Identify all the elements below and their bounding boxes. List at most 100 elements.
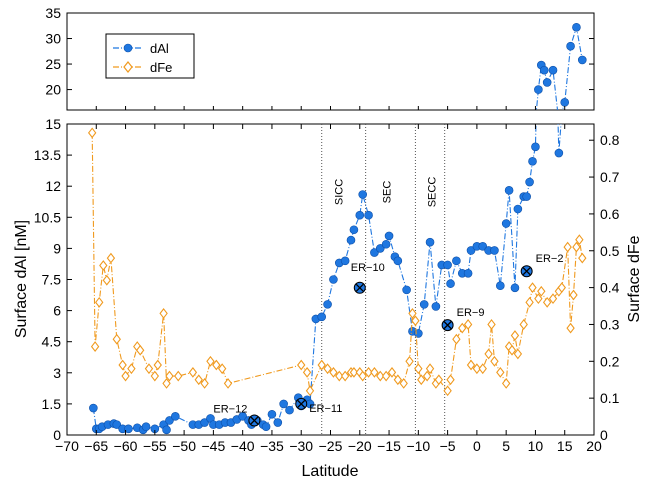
- left-y-tick-label: 4.5: [42, 334, 62, 350]
- right-y-tick-label: 0.4: [600, 280, 620, 296]
- dal-point: [375, 244, 385, 253]
- x-tick-label: 15: [557, 438, 573, 454]
- dal-point-upper: [542, 78, 552, 87]
- dal-point: [355, 210, 365, 220]
- left-y-tick-label: 9: [53, 240, 61, 256]
- x-tick-label: −40: [231, 438, 255, 454]
- left-y-tick-label: 1.5: [42, 396, 62, 412]
- x-tick-label: −25: [319, 438, 343, 454]
- dal-point: [349, 225, 359, 235]
- right-y-axis-title: Surface dFe: [626, 235, 643, 322]
- station-x-mark: [443, 321, 452, 330]
- dfe-point: [370, 366, 379, 378]
- x-tick-label: −35: [260, 438, 284, 454]
- dfe-point: [422, 370, 432, 382]
- dal-point: [346, 235, 356, 245]
- dfe-point: [99, 260, 108, 271]
- dal-point-upper: [548, 65, 558, 75]
- dfe-point: [329, 366, 338, 378]
- dal-point: [200, 418, 209, 427]
- dal-point: [525, 177, 534, 187]
- station-x-mark: [355, 283, 364, 292]
- dal-point: [267, 409, 277, 419]
- dfe-point: [548, 293, 558, 305]
- dal-point: [285, 405, 294, 415]
- dfe-point: [519, 319, 528, 330]
- left-y-tick-label: 7.5: [42, 272, 62, 288]
- dal-point: [124, 424, 133, 434]
- dal-point-upper: [534, 85, 543, 94]
- station-label: ER−2: [536, 253, 564, 265]
- dal-point: [496, 281, 505, 291]
- dfe-point: [507, 344, 517, 356]
- dal-point: [141, 422, 151, 432]
- dal-point: [370, 248, 379, 257]
- dal-point-upper: [560, 98, 570, 107]
- right-y-tick-label: 0.5: [600, 243, 620, 259]
- dfe-point: [487, 319, 496, 330]
- front-label: SEC: [382, 181, 394, 204]
- dfe-point: [335, 370, 344, 382]
- dal-point: [431, 302, 441, 311]
- x-tick-label: 5: [502, 438, 510, 454]
- dfe-point: [317, 359, 326, 371]
- right-y-tick-label: 0.7: [600, 169, 620, 185]
- x-tick-label: −30: [289, 438, 313, 454]
- dal-point: [463, 268, 473, 278]
- dal-point: [446, 279, 455, 288]
- dfe-point: [414, 363, 423, 375]
- dfe-point: [162, 378, 171, 389]
- dfe-point: [566, 322, 575, 334]
- left-y-tick-label: 12: [45, 178, 61, 194]
- dal-point: [522, 192, 531, 201]
- x-tick-label: −10: [406, 438, 430, 454]
- dal-point: [317, 312, 327, 322]
- station-label: ER−9: [457, 307, 485, 319]
- x-tick-label: −65: [84, 438, 108, 454]
- dfe-point: [525, 296, 534, 308]
- dfe-point: [381, 370, 391, 382]
- station-label: ER−10: [351, 262, 385, 274]
- dfe-point: [472, 363, 482, 375]
- dal-point: [358, 190, 368, 199]
- right-y-tick-label: 0.3: [600, 316, 620, 332]
- x-tick-label: −55: [143, 438, 167, 454]
- dal-point: [425, 237, 435, 247]
- dal-point: [384, 231, 394, 241]
- dal-point: [393, 256, 403, 266]
- lower-panel: SICC SEC SECC ER−12 ER−11 ER−10 ER−9 ER−2 0 1.5…: [34, 106, 620, 454]
- dal-point: [323, 300, 332, 309]
- station-label: ER−11: [309, 403, 342, 415]
- left-y-tick-label: 13.5: [34, 147, 61, 163]
- x-tick-label: −5: [440, 438, 456, 454]
- station-x-mark: [297, 399, 306, 408]
- dfe-point: [305, 385, 315, 397]
- dfe-point: [557, 282, 566, 294]
- x-tick-label: 20: [586, 438, 602, 454]
- dal-point: [112, 420, 122, 429]
- x-axis-title: Latitude: [302, 463, 359, 480]
- right-y-tick-label: 0.2: [600, 353, 620, 369]
- dfe-point: [510, 330, 520, 341]
- upper-y-tick-label: 25: [45, 56, 61, 72]
- dal-point: [162, 425, 171, 435]
- x-tick-label: −20: [348, 438, 372, 454]
- dfe-point: [118, 359, 127, 371]
- dfe-point: [569, 289, 578, 301]
- upper-y-tick-label: 35: [45, 5, 61, 21]
- dfe-point: [463, 319, 473, 330]
- dfe-point: [490, 355, 499, 367]
- dfe-point: [188, 366, 198, 378]
- dal-point: [273, 418, 283, 427]
- station-x-mark: [522, 267, 531, 276]
- dal-point: [490, 246, 499, 255]
- x-tick-label: 0: [473, 438, 481, 454]
- dfe-point: [572, 241, 581, 253]
- right-y-tick-label: 0.6: [600, 206, 620, 222]
- dfe-series-line: [91, 132, 583, 393]
- dfe-point: [174, 370, 183, 382]
- legend-dal-label: dAl: [150, 41, 169, 56]
- legend-entry-dfe: dFe: [113, 60, 172, 75]
- dfe-point: [323, 363, 332, 375]
